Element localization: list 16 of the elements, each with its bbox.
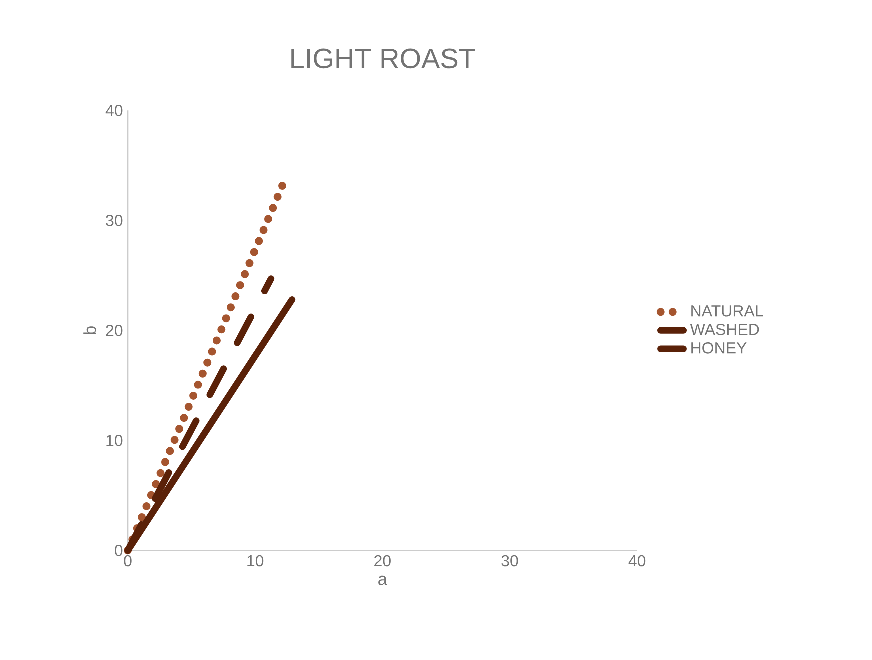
legend-label: NATURAL — [692, 306, 764, 317]
y-tick-label: 30 — [106, 215, 123, 226]
x-axis-title: a — [378, 576, 388, 586]
x-tick-label: 0 — [124, 555, 132, 567]
x-tick-label: 20 — [374, 555, 391, 567]
y-axis-title: b — [84, 326, 96, 334]
legend-label: HONEY — [692, 342, 747, 354]
y-tick-label: 20 — [106, 325, 123, 336]
x-tick-label: 10 — [248, 555, 264, 567]
y-tick-label: 40 — [106, 105, 123, 116]
x-tick-label: 30 — [502, 555, 518, 567]
y-tick-label: 0 — [115, 544, 123, 556]
y-tick-label: 10 — [106, 434, 123, 446]
chart-title: LIGHT ROAST — [292, 48, 476, 69]
x-tick-label: 40 — [628, 555, 646, 567]
legend-label: WASHED — [690, 324, 760, 336]
